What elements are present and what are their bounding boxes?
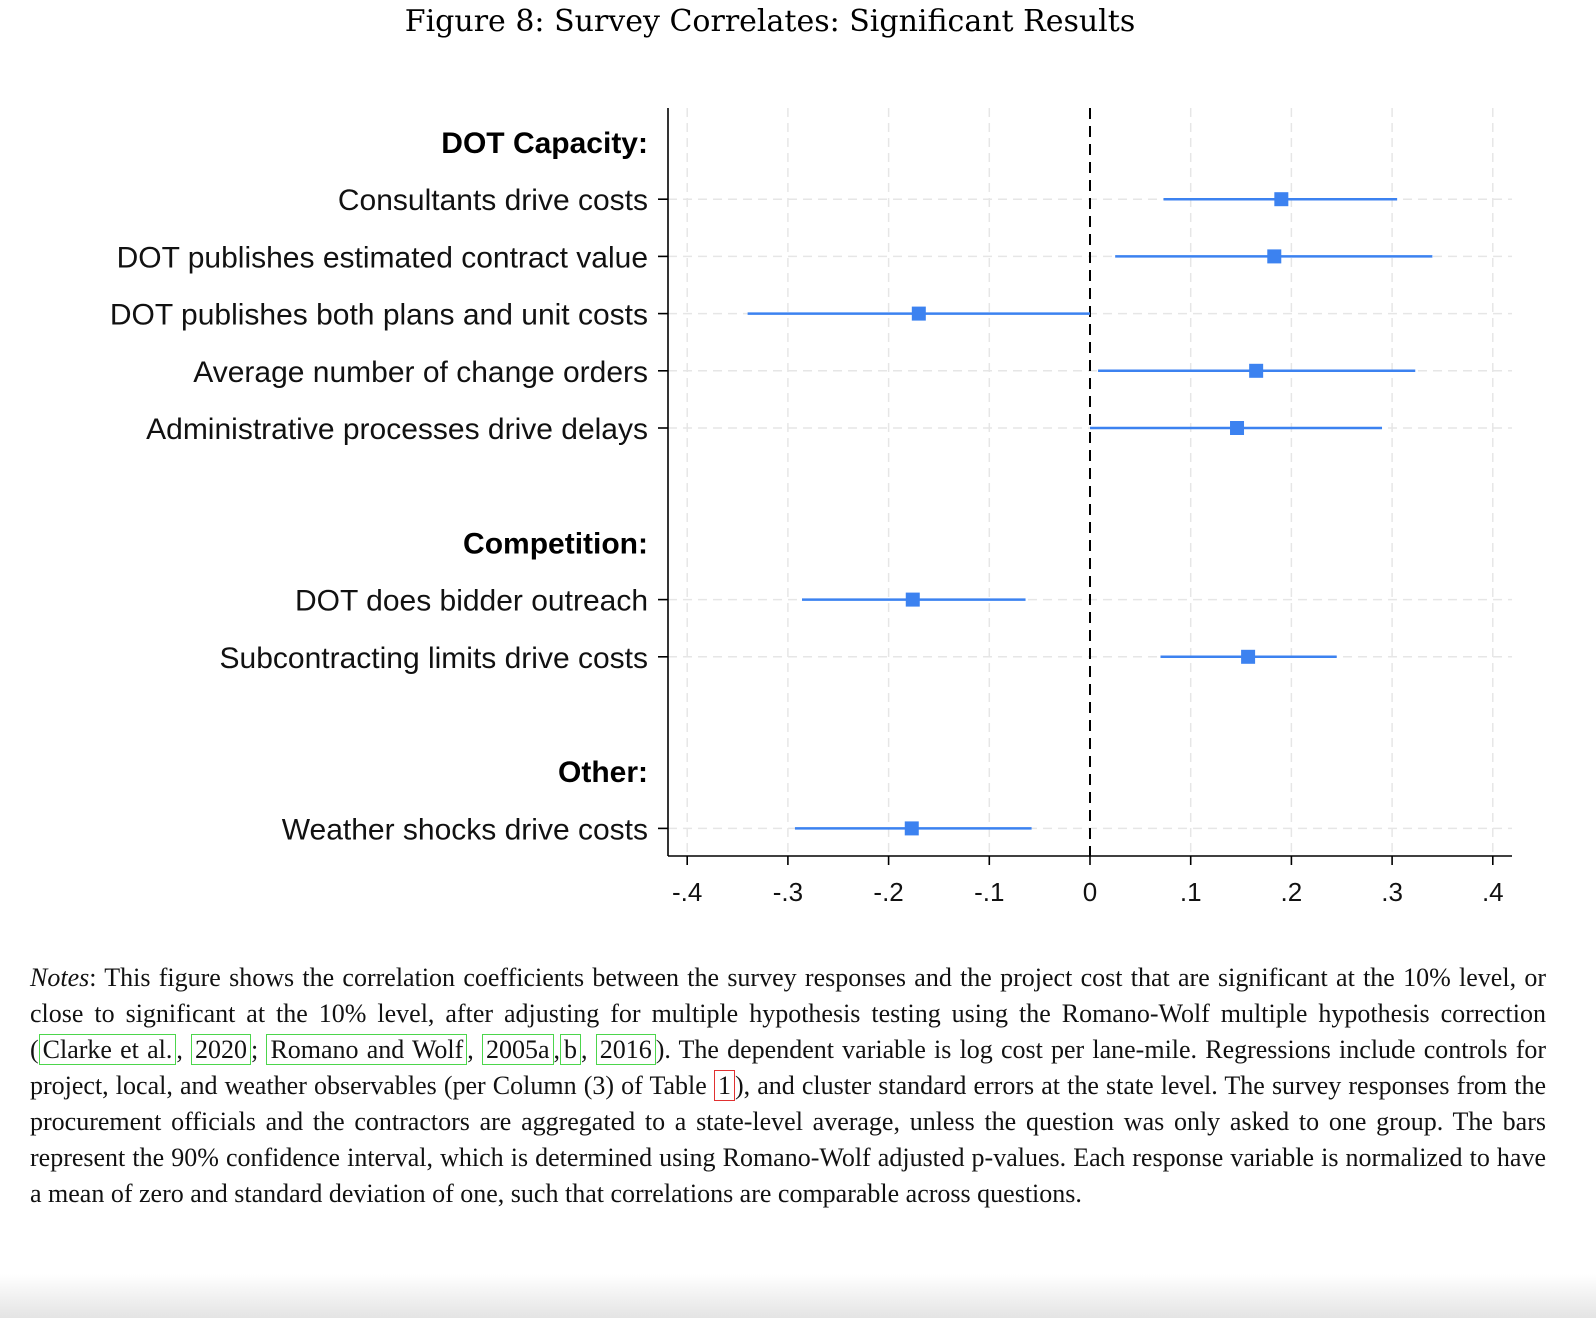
notes-label: Notes xyxy=(30,963,90,992)
x-tick-label: .2 xyxy=(1281,877,1303,907)
group-header: DOT Capacity: xyxy=(441,127,648,160)
notes-separator: , xyxy=(553,1035,561,1064)
citation-link[interactable]: Clarke et al. xyxy=(38,1034,177,1065)
row-label: DOT publishes both plans and unit costs xyxy=(110,299,648,332)
row-label: Average number of change orders xyxy=(193,356,648,389)
notes-text-3: ), and cluster standard errors at the st… xyxy=(30,1071,1546,1208)
x-tick-label: 0 xyxy=(1083,877,1097,907)
x-tick-label: -.2 xyxy=(873,877,903,907)
point-estimate-marker xyxy=(905,592,920,607)
group-header: Competition: xyxy=(463,527,648,560)
point-estimate-marker xyxy=(1274,192,1289,207)
x-tick-label: .3 xyxy=(1381,877,1403,907)
notes-separator: , xyxy=(581,1035,596,1064)
row-labels: DOT Capacity: Consultants drive costs DOT … xyxy=(110,127,648,846)
x-tick-label: -.1 xyxy=(974,877,1004,907)
point-estimate-marker xyxy=(911,306,926,321)
notes-text-2: ). The dependent variable is log cost pe… xyxy=(30,1035,1547,1100)
citation-link[interactable]: 2016 xyxy=(595,1034,656,1065)
notes-text-1: : This figure shows the correlation coef… xyxy=(30,963,1546,1064)
notes-separator: , xyxy=(467,1035,482,1064)
row-label: Weather shocks drive costs xyxy=(282,813,648,846)
row-label: Consultants drive costs xyxy=(338,184,648,217)
x-tick-label: -.4 xyxy=(672,877,702,907)
citation-link[interactable]: 2020 xyxy=(191,1034,252,1065)
x-tick-label: .1 xyxy=(1180,877,1202,907)
point-estimates xyxy=(904,192,1289,836)
point-estimate-marker xyxy=(904,821,919,836)
point-estimate-marker xyxy=(1267,249,1282,264)
coefficient-plot: -.4 -.3 -.2 -.1 0 .1 .2 .3 .4 DOT Capacity: Consu… xyxy=(110,108,1512,907)
row-label: DOT publishes estimated contract value xyxy=(117,241,648,274)
point-estimate-marker xyxy=(1249,363,1264,378)
row-label: DOT does bidder outreach xyxy=(295,585,648,618)
citation-link[interactable]: Romano and Wolf xyxy=(266,1034,468,1065)
row-label: Administrative processes drive delays xyxy=(146,413,648,446)
citation-link[interactable]: 2005a xyxy=(481,1034,554,1065)
point-estimate-marker xyxy=(1230,421,1245,435)
table-reference-link[interactable]: 1 xyxy=(713,1070,735,1101)
group-header: Other: xyxy=(558,756,648,789)
notes-separator: , xyxy=(176,1035,192,1064)
row-label: Subcontracting limits drive costs xyxy=(220,642,649,675)
citation-link[interactable]: b xyxy=(560,1034,582,1065)
point-estimate-marker xyxy=(1241,649,1256,664)
x-tick-label: .4 xyxy=(1482,877,1504,907)
x-tick-label: -.3 xyxy=(773,877,803,907)
figure-title: Figure 8: Survey Correlates: Significant… xyxy=(404,4,1136,39)
notes-separator: ; xyxy=(251,1035,267,1064)
axes: -.4 -.3 -.2 -.1 0 .1 .2 .3 .4 xyxy=(658,108,1512,907)
figure-notes: Notes: This figure shows the correlation… xyxy=(30,960,1546,1212)
bottom-shade xyxy=(0,1274,1596,1318)
